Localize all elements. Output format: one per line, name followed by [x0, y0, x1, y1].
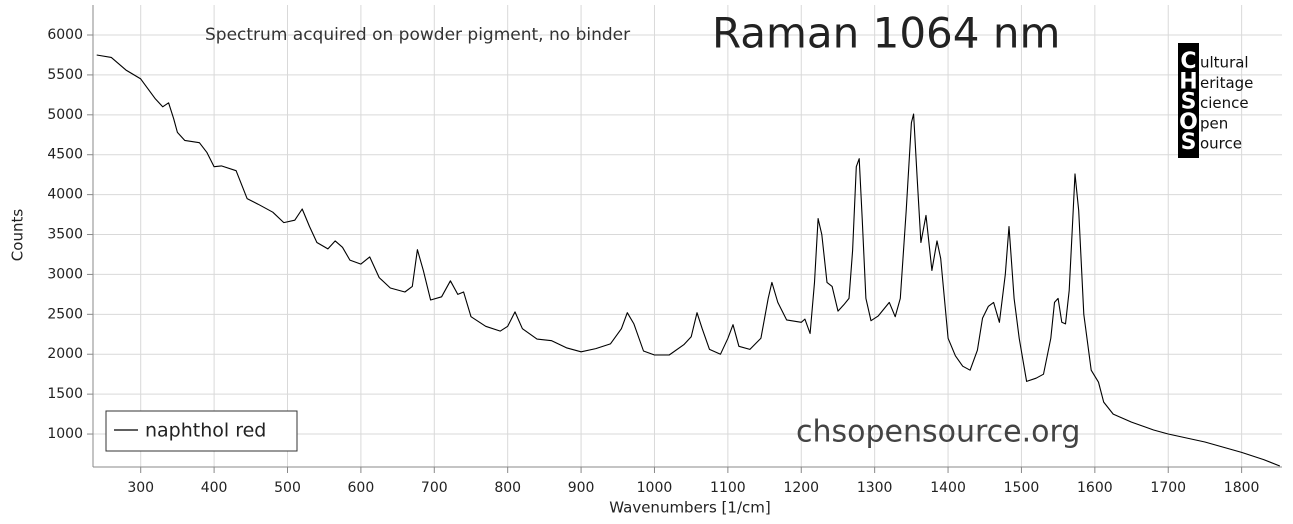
- subtitle: Spectrum acquired on powder pigment, no …: [205, 25, 630, 45]
- y-tick-label: 4000: [47, 187, 83, 203]
- chart-title: Raman 1064 nm: [712, 9, 1060, 58]
- y-tick-label: 4500: [47, 147, 83, 163]
- x-tick-label: 400: [201, 480, 228, 496]
- x-tick-label: 1400: [930, 480, 966, 496]
- watermark: chsopensource.org: [796, 415, 1080, 450]
- x-tick-label: 1100: [710, 480, 746, 496]
- logo-word: eritage: [1200, 74, 1253, 92]
- logo-letter: C: [1180, 49, 1196, 74]
- y-tick-label: 1000: [47, 426, 83, 442]
- y-tick-label: 6000: [47, 27, 83, 43]
- logo-letter: S: [1181, 90, 1197, 115]
- x-tick-label: 1300: [857, 480, 893, 496]
- y-tick-label: 1500: [47, 386, 83, 402]
- x-tick-label: 500: [274, 480, 301, 496]
- plot: [96, 54, 1281, 467]
- y-axis-title: Counts: [9, 209, 27, 262]
- logo-word: ource: [1200, 135, 1242, 153]
- y-tick-label: 2000: [47, 346, 83, 362]
- x-tick-label: 900: [568, 480, 595, 496]
- logo-word: cience: [1200, 94, 1249, 112]
- x-tick-label: 1000: [637, 480, 673, 496]
- data-line: [96, 54, 1281, 467]
- x-tick-label: 1700: [1150, 480, 1186, 496]
- logo-word: ultural: [1200, 54, 1249, 72]
- logo-letter: O: [1179, 110, 1198, 135]
- y-tick-label: 3000: [47, 266, 83, 282]
- legend-box: [105, 410, 298, 452]
- logo-letter: H: [1179, 69, 1197, 94]
- x-tick-label: 300: [127, 480, 154, 496]
- y-tick-label: 2500: [47, 306, 83, 322]
- x-axis-title: Wavenumbers [1/cm]: [609, 499, 770, 517]
- x-tick-label: 1800: [1224, 480, 1260, 496]
- y-tick-label: 5000: [47, 107, 83, 123]
- y-tick-label: 3500: [47, 227, 83, 243]
- x-tick-label: 600: [348, 480, 375, 496]
- logo-letter: S: [1181, 130, 1197, 155]
- logo-bar: [1178, 43, 1199, 158]
- x-tick-label: 700: [421, 480, 448, 496]
- x-tick-label: 1500: [1004, 480, 1040, 496]
- logo-word: pen: [1200, 114, 1228, 132]
- x-tick-label: 1600: [1077, 480, 1113, 496]
- x-tick-label: 800: [494, 480, 521, 496]
- x-tick-label: 1200: [783, 480, 819, 496]
- legend-label: naphthol red: [145, 420, 266, 442]
- y-tick-label: 5500: [47, 67, 83, 83]
